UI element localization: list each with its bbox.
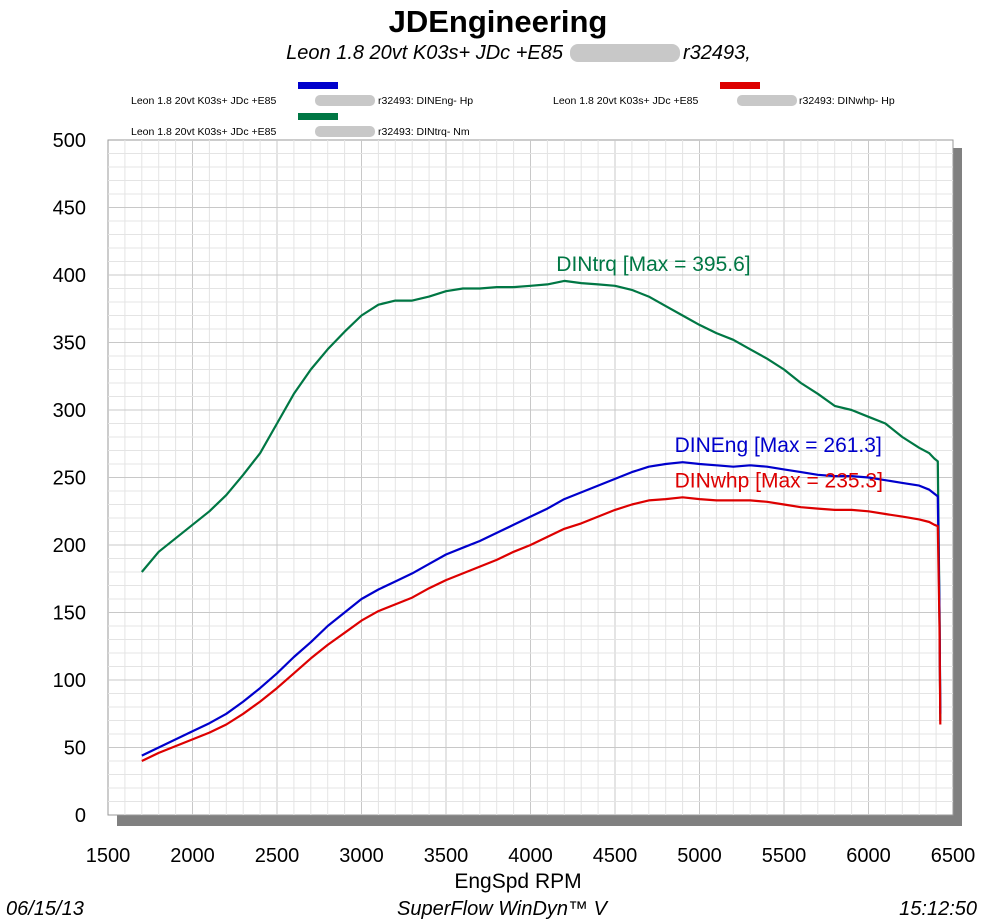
y-axis-ticks: 0 50 100 150 200 250 300 350 400 450 500 <box>53 130 86 827</box>
legend: Leon 1.8 20vt K03s+ JDc +E85 r32493: DIN… <box>131 82 895 138</box>
y-tick-label: 400 <box>53 265 86 287</box>
x-tick-label: 1500 <box>86 845 131 867</box>
footer-time: 15:12:50 <box>899 898 977 920</box>
y-tick-label: 100 <box>53 670 86 692</box>
chart-subtitle-suffix: r32493, <box>683 42 751 64</box>
legend-swatch-dintrq <box>298 113 338 120</box>
series-line-dineng <box>141 461 942 757</box>
annotation-dintrq: DINtrq [Max = 395.6] <box>556 253 750 276</box>
x-tick-label: 4500 <box>593 845 638 867</box>
footer-software: SuperFlow WinDyn™ V <box>397 898 609 920</box>
y-tick-label: 450 <box>53 198 86 220</box>
legend-label-prefix: Leon 1.8 20vt K03s+ JDc +E85 <box>553 95 699 107</box>
y-tick-label: 150 <box>53 603 86 625</box>
footer-date: 06/15/13 <box>6 898 84 920</box>
x-tick-label: 6000 <box>846 845 891 867</box>
annotation-dineng: DINEng [Max = 261.3] <box>675 434 882 457</box>
y-tick-label: 300 <box>53 400 86 422</box>
legend-item-dintrq: Leon 1.8 20vt K03s+ JDc +E85 r32493: DIN… <box>131 113 470 138</box>
legend-item-dinwhp: Leon 1.8 20vt K03s+ JDc +E85 r32493: DIN… <box>553 82 895 107</box>
legend-label-suffix: r32493: DINtrq- Nm <box>378 126 470 138</box>
x-tick-label: 4000 <box>508 845 553 867</box>
legend-label-suffix: r32493: DINwhp- Hp <box>799 95 895 107</box>
legend-swatch-dineng <box>298 82 338 89</box>
series-annotations: DINtrq [Max = 395.6] DINEng [Max = 261.3]… <box>556 253 883 492</box>
x-tick-label: 6500 <box>931 845 976 867</box>
series-lines <box>140 279 942 762</box>
x-tick-label: 3000 <box>339 845 384 867</box>
legend-swatch-dinwhp <box>720 82 760 89</box>
redacted-block <box>570 44 680 62</box>
redacted-block <box>737 95 797 106</box>
y-tick-label: 350 <box>53 333 86 355</box>
legend-label-suffix: r32493: DINEng- Hp <box>378 95 473 107</box>
grid <box>108 140 953 815</box>
annotation-dinwhp: DINwhp [Max = 235.3] <box>675 469 883 492</box>
x-tick-label: 2000 <box>170 845 215 867</box>
y-tick-label: 50 <box>64 738 86 760</box>
x-tick-label: 2500 <box>255 845 300 867</box>
x-axis-label: EngSpd RPM <box>454 870 581 893</box>
x-tick-label: 5000 <box>677 845 722 867</box>
x-tick-label: 5500 <box>762 845 807 867</box>
chart-subtitle-prefix: Leon 1.8 20vt K03s+ JDc +E85 <box>286 42 564 64</box>
y-tick-label: 200 <box>53 535 86 557</box>
legend-label-prefix: Leon 1.8 20vt K03s+ JDc +E85 <box>131 126 277 138</box>
legend-item-dineng: Leon 1.8 20vt K03s+ JDc +E85 r32493: DIN… <box>131 82 473 107</box>
x-axis-ticks: 1500 2000 2500 3000 3500 4000 4500 5000 5500 6000… <box>86 845 976 867</box>
y-tick-label: 0 <box>75 805 86 827</box>
redacted-block <box>315 95 375 106</box>
legend-label-prefix: Leon 1.8 20vt K03s+ JDc +E85 <box>131 95 277 107</box>
redacted-block <box>315 126 375 137</box>
x-tick-label: 3500 <box>424 845 469 867</box>
series-line-dintrq <box>140 279 942 721</box>
series-line-dinwhp <box>141 496 942 762</box>
chart-title: JDEngineering <box>389 4 608 39</box>
y-tick-label: 500 <box>53 130 86 152</box>
y-tick-label: 250 <box>53 468 86 490</box>
